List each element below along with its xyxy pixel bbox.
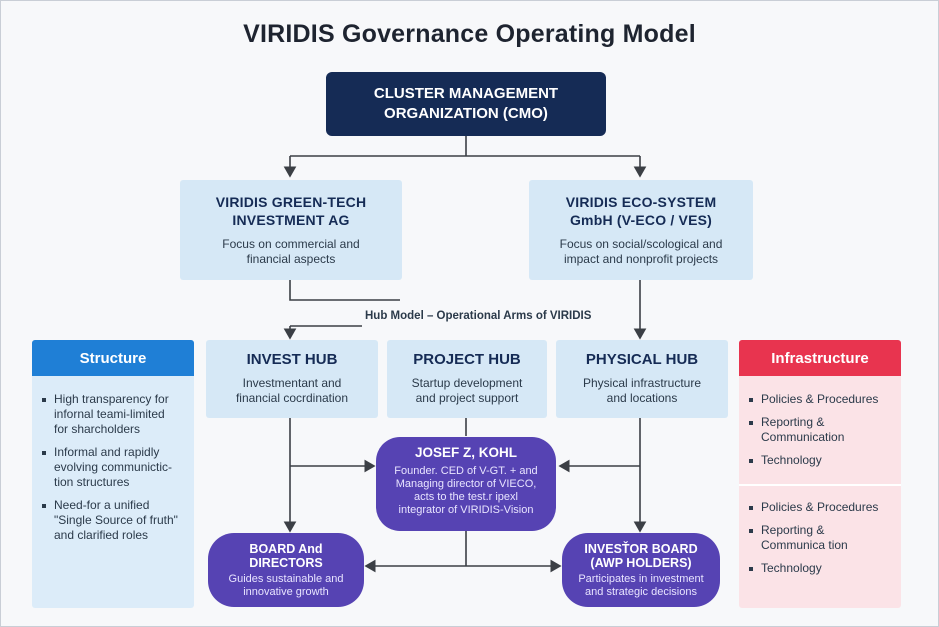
cmo-title-line1: CLUSTER MANAGEMENT bbox=[373, 85, 559, 102]
board-title-line1: BOARD And bbox=[249, 542, 323, 556]
josef-kohl-desc-line1: Founder. CED of V-GT. + and bbox=[394, 465, 538, 477]
josef-kohl-desc-line2: Managing director of VIECO, bbox=[395, 478, 537, 490]
physical-hub-title: PHYSICAL HUB bbox=[585, 351, 699, 368]
line-greentech-down bbox=[289, 280, 400, 301]
investor-desc-line2: and strategic decisions bbox=[585, 586, 697, 598]
structure-item: Informal and rapidly evolving communicti… bbox=[42, 445, 188, 490]
structure-item-3-line1: Need-for a unified bbox=[54, 498, 150, 512]
infra-g2-item2-line2: Communica tion bbox=[761, 538, 848, 552]
greentech-desc-line1: Focus on commercial and bbox=[222, 237, 360, 251]
ecosystem-desc-line1: Focus on social/scological and bbox=[559, 237, 723, 251]
structure-heading: Structure bbox=[32, 340, 194, 376]
invest-hub-desc-line1: Investmentant and bbox=[242, 376, 342, 390]
project-hub-box: PROJECT HUB Startup development and proj… bbox=[387, 340, 547, 418]
hub-model-label: Hub Model – Operational Arms of VIRIDIS bbox=[362, 310, 595, 322]
structure-item-2-line1: Informal and rapidly bbox=[54, 445, 160, 459]
structure-item-1-line3: for sharcholders bbox=[54, 422, 141, 436]
infrastructure-list-2: Policies & Procedures Reporting & Commun… bbox=[749, 500, 897, 584]
infra-g1-item3: Technology bbox=[761, 453, 822, 467]
josef-kohl-desc-line4: integrator of VIRIDIS-Vision bbox=[398, 504, 534, 516]
invest-hub-title: INVEST HUB bbox=[246, 351, 338, 368]
greentech-title-line2: INVESTMENT AG bbox=[232, 212, 350, 228]
physical-hub-box: PHYSICAL HUB Physical infrastructure and… bbox=[556, 340, 728, 418]
board-title-line2: DIRECTORS bbox=[249, 556, 323, 570]
infrastructure-item: Reporting & Communication bbox=[749, 415, 897, 445]
structure-item-3-line3: and clarified roles bbox=[54, 528, 149, 542]
infrastructure-item: Technology bbox=[749, 561, 897, 576]
infra-g1-item2-line1: Reporting & bbox=[761, 415, 825, 429]
board-desc-line1: Guides sustainable and bbox=[228, 573, 344, 585]
structure-panel: Structure High transparency for infornal… bbox=[32, 340, 194, 608]
greentech-title-line1: VIRIDIS GREEN-TECH bbox=[215, 194, 367, 210]
physical-hub-desc-line2: and locations bbox=[606, 391, 678, 405]
greentech-desc-line2: financial aspects bbox=[246, 252, 336, 266]
project-hub-desc-line2: and project support bbox=[415, 391, 519, 405]
josef-kohl-box: JOSEF Z, KOHL Founder. CED of V-GT. + an… bbox=[376, 437, 556, 531]
infrastructure-heading: Infrastructure bbox=[739, 340, 901, 376]
structure-list: High transparency for infornal teami-lim… bbox=[42, 392, 188, 551]
ecosystem-desc-line2: impact and nonprofit projects bbox=[563, 252, 719, 266]
structure-item-1-line1: High transparency for bbox=[54, 392, 169, 406]
infrastructure-item: Policies & Procedures bbox=[749, 392, 897, 407]
invest-hub-box: INVEST HUB Investmentant and financial c… bbox=[206, 340, 378, 418]
physical-hub-desc-line1: Physical infrastructure bbox=[582, 376, 702, 390]
josef-kohl-desc-line3: acts to the test.r ipexl bbox=[414, 491, 518, 503]
cmo-box: CLUSTER MANAGEMENT ORGANIZATION (CMO) bbox=[326, 72, 606, 136]
ecosystem-title-line2: GmbH (V-ECO / VES) bbox=[569, 212, 713, 228]
invest-hub-desc-line2: financial cocrdination bbox=[235, 391, 349, 405]
infrastructure-list-1: Policies & Procedures Reporting & Commun… bbox=[749, 392, 897, 476]
ecosystem-title-line1: VIRIDIS ECO-SYSTEM bbox=[565, 194, 717, 210]
investor-board-box: INVESŤOR BOARD (AWP HOLDERS) Participate… bbox=[562, 533, 720, 607]
infra-g2-item3: Technology bbox=[761, 561, 822, 575]
infra-g2-item1: Policies & Procedures bbox=[761, 500, 879, 514]
structure-item-1-line2: infornal teami-limited bbox=[54, 407, 165, 421]
josef-kohl-title: JOSEF Z, KOHL bbox=[414, 445, 517, 460]
structure-item: Need-for a unified "Single Source of fru… bbox=[42, 498, 188, 543]
project-hub-desc-line1: Startup development bbox=[411, 376, 523, 390]
board-desc-line2: innovative growth bbox=[243, 586, 329, 598]
greentech-box: VIRIDIS GREEN-TECH INVESTMENT AG Focus o… bbox=[180, 180, 402, 280]
structure-item-2-line2: evolving communictic- bbox=[54, 460, 173, 474]
investor-title-line2: (AWP HOLDERS) bbox=[590, 556, 692, 570]
investor-desc-line1: Participates in investment bbox=[578, 573, 704, 585]
ecosystem-box: VIRIDIS ECO-SYSTEM GmbH (V-ECO / VES) Fo… bbox=[529, 180, 753, 280]
board-directors-box: BOARD And DIRECTORS Guides sustainable a… bbox=[208, 533, 364, 607]
infrastructure-item: Reporting & Communica tion bbox=[749, 523, 897, 553]
structure-item: High transparency for infornal teami-lim… bbox=[42, 392, 188, 437]
investor-title-line1: INVESŤOR BOARD bbox=[584, 542, 698, 556]
infrastructure-divider bbox=[739, 484, 901, 486]
infra-g1-item2-line2: Communication bbox=[761, 430, 845, 444]
infrastructure-item: Technology bbox=[749, 453, 897, 468]
infra-g2-item2-line1: Reporting & bbox=[761, 523, 825, 537]
structure-item-2-line3: tion structures bbox=[54, 475, 130, 489]
infrastructure-panel: Infrastructure Policies & Procedures Rep… bbox=[739, 340, 901, 608]
project-hub-title: PROJECT HUB bbox=[413, 351, 521, 368]
infrastructure-item: Policies & Procedures bbox=[749, 500, 897, 515]
structure-item-3-line2: "Single Source of fruth" bbox=[54, 513, 178, 527]
cmo-title-line2: ORGANIZATION (CMO) bbox=[384, 105, 548, 122]
diagram-title: VIRIDIS Governance Operating Model bbox=[243, 20, 696, 48]
infra-g1-item1: Policies & Procedures bbox=[761, 392, 879, 406]
